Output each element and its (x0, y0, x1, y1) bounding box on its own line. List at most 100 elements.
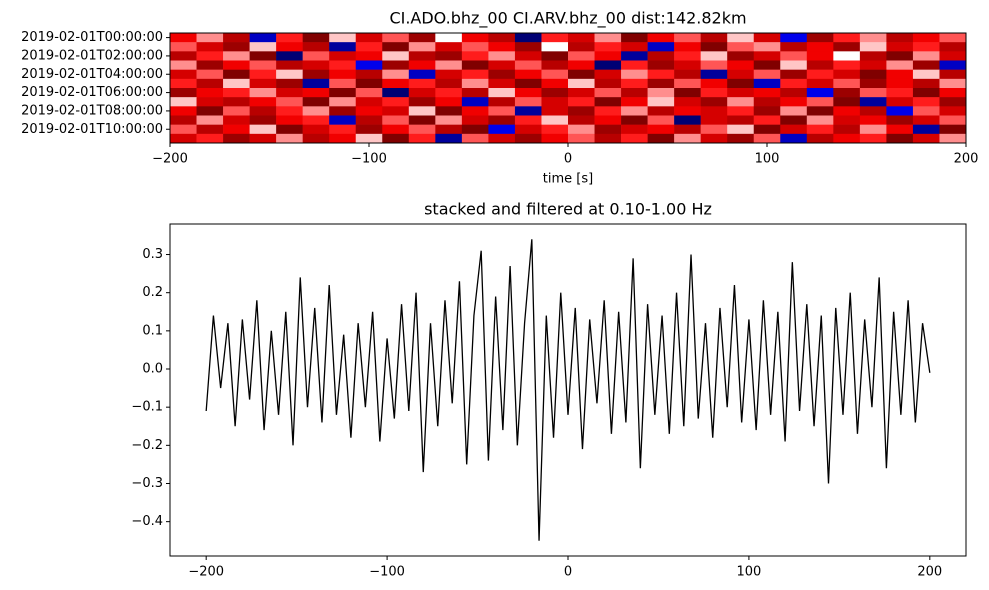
heatmap-cell (568, 106, 595, 116)
heatmap-cell (780, 60, 808, 70)
heatmap-cell (912, 88, 940, 98)
heatmap-cell (621, 97, 648, 107)
heatmap-cell (408, 124, 436, 135)
heatmap-cell (249, 78, 277, 89)
heatmap-cell (170, 133, 197, 144)
heatmap-cell (514, 115, 542, 125)
heatmap-cell (302, 33, 330, 43)
heatmap-cell (939, 88, 967, 98)
heatmap-cell (674, 133, 701, 144)
heatmap-cell (170, 97, 197, 107)
heatmap-cell (382, 69, 410, 80)
heatmap-cell (461, 88, 489, 98)
heatmap-cell (568, 88, 595, 98)
y-tick-label: 2019-02-01T08:00:00 (21, 103, 163, 118)
heatmap-cell (435, 97, 463, 107)
heatmap-cell (223, 78, 250, 89)
heatmap-cell (912, 78, 940, 89)
heatmap-cell (514, 124, 542, 135)
heatmap-cell (488, 78, 516, 89)
heatmap-cell (727, 69, 755, 80)
heatmap-cell (249, 69, 277, 80)
heatmap-cell (939, 42, 967, 52)
heatmap-cell (621, 51, 648, 61)
heatmap-cell (329, 60, 357, 70)
heatmap-cell (727, 124, 755, 135)
heatmap-cell (806, 33, 834, 43)
heatmap-cell (302, 106, 330, 116)
heatmap-cell (594, 133, 622, 144)
heatmap-cell (355, 78, 383, 89)
heatmap-cell (700, 133, 728, 144)
heatmap-cell (568, 69, 595, 80)
heatmap-cell (806, 106, 834, 116)
y-tick-label: 0.1 (142, 323, 163, 338)
heatmap-cell (276, 42, 303, 52)
heatmap-cell (700, 78, 728, 89)
heatmap-cell (488, 42, 516, 52)
heatmap-cell (753, 60, 781, 70)
heatmap-cell (488, 124, 516, 135)
heatmap-cell (435, 60, 463, 70)
heatmap-cell (329, 106, 357, 116)
heatmap-cell (780, 42, 808, 52)
heatmap-cell (674, 33, 701, 43)
heatmap-cell (753, 97, 781, 107)
heatmap-cell (170, 124, 197, 135)
heatmap-cell (780, 78, 808, 89)
heatmap-cell (727, 33, 755, 43)
heatmap-cell (276, 69, 303, 80)
heatmap-cell (408, 69, 436, 80)
heatmap-cell (223, 133, 250, 144)
heatmap-cell (939, 115, 967, 125)
heatmap-cell (727, 97, 755, 107)
heatmap-cell (514, 60, 542, 70)
heatmap-cell (488, 33, 516, 43)
heatmap-cell (886, 97, 914, 107)
heatmap-cell (859, 51, 887, 61)
heatmap-cell (249, 97, 277, 107)
heatmap-cell (382, 88, 410, 98)
y-tick-label: 0.2 (142, 285, 163, 300)
heatmap-cell (594, 60, 622, 70)
heatmap-cell (647, 60, 675, 70)
heatmap-cell (568, 51, 595, 61)
heatmap-cell (488, 60, 516, 70)
heatmap-cell (541, 133, 569, 144)
heatmap-cell (302, 124, 330, 135)
heatmap-cell (886, 124, 914, 135)
heatmap-cell (435, 133, 463, 144)
heatmap-cell (859, 60, 887, 70)
x-tick-label: 200 (954, 152, 979, 167)
heatmap-cell (541, 124, 569, 135)
heatmap-cell (276, 88, 303, 98)
heatmap-cell (886, 78, 914, 89)
heatmap-cell (753, 69, 781, 80)
heatmap-cell (355, 88, 383, 98)
x-tick-label: 0 (564, 565, 572, 580)
heatmap-cell (806, 78, 834, 89)
heatmap-cell (674, 78, 701, 89)
heatmap-cell (753, 106, 781, 116)
heatmap-cell (806, 60, 834, 70)
heatmap-cell (435, 51, 463, 61)
heatmap-cell (859, 97, 887, 107)
heatmap-cell (753, 42, 781, 52)
heatmap-cell (647, 51, 675, 61)
heatmap-cell (594, 124, 622, 135)
heatmap-cell (700, 115, 728, 125)
heatmap-cell (329, 124, 357, 135)
x-tick-label: 100 (736, 565, 761, 580)
heatmap-cell (939, 133, 967, 144)
heatmap-cell (833, 78, 861, 89)
heatmap-cell (674, 124, 701, 135)
heatmap-cell (514, 33, 542, 43)
heatmap-cell (886, 33, 914, 43)
heatmap-cell (674, 97, 701, 107)
heatmap-cell (912, 42, 940, 52)
heatmap-cell (196, 78, 224, 89)
heatmap-cell (647, 115, 675, 125)
heatmap-cell (594, 78, 622, 89)
heatmap-cell (329, 69, 357, 80)
heatmap-cell (461, 42, 489, 52)
